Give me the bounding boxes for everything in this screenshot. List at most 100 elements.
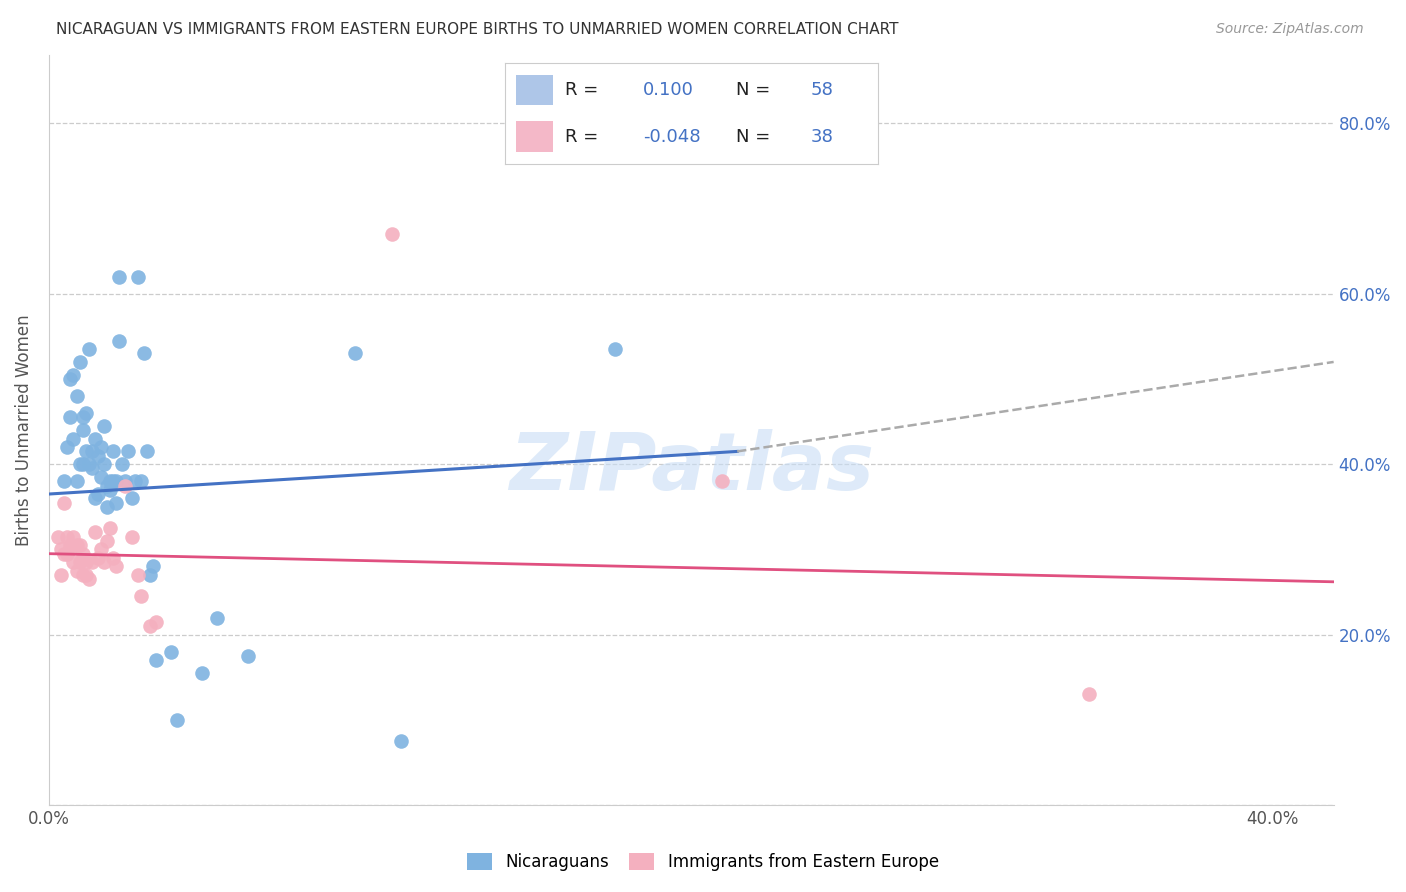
Point <box>98 483 121 497</box>
Point <box>72 457 94 471</box>
Text: NICARAGUAN VS IMMIGRANTS FROM EASTERN EUROPE BIRTHS TO UNMARRIED WOMEN CORRELATI: NICARAGUAN VS IMMIGRANTS FROM EASTERN EU… <box>56 22 898 37</box>
Point <box>51 542 73 557</box>
Point <box>139 568 162 582</box>
Point <box>127 568 149 582</box>
Point <box>62 432 84 446</box>
Point <box>59 538 82 552</box>
Point <box>83 491 105 506</box>
Point <box>96 500 118 514</box>
Point <box>69 555 91 569</box>
Point <box>46 530 69 544</box>
Point <box>117 444 139 458</box>
Point <box>65 538 87 552</box>
Point <box>75 568 97 582</box>
Point <box>65 475 87 489</box>
Y-axis label: Births to Unmarried Women: Births to Unmarried Women <box>15 314 32 546</box>
Point <box>93 457 115 471</box>
Point <box>98 521 121 535</box>
Point <box>90 440 112 454</box>
Point <box>77 342 100 356</box>
Point <box>236 648 259 663</box>
Point <box>105 495 128 509</box>
Point <box>603 342 626 356</box>
Point <box>124 475 146 489</box>
Point <box>145 653 167 667</box>
Point <box>114 478 136 492</box>
Point <box>665 91 688 105</box>
Point <box>53 475 76 489</box>
Point <box>98 475 121 489</box>
Point <box>90 470 112 484</box>
Point <box>59 410 82 425</box>
Point <box>72 410 94 425</box>
Point <box>108 334 131 348</box>
Point <box>51 568 73 582</box>
Point <box>93 555 115 569</box>
Point <box>62 368 84 382</box>
Point <box>389 734 412 748</box>
Point <box>111 457 134 471</box>
Point <box>129 475 152 489</box>
Point <box>72 423 94 437</box>
Text: ZIPatlas: ZIPatlas <box>509 429 873 507</box>
Point <box>56 530 79 544</box>
Point <box>83 432 105 446</box>
Point <box>53 495 76 509</box>
Point <box>108 269 131 284</box>
Point <box>75 555 97 569</box>
Point <box>132 346 155 360</box>
Point <box>96 478 118 492</box>
Point <box>205 610 228 624</box>
Point <box>56 547 79 561</box>
Point <box>105 559 128 574</box>
Point <box>87 449 110 463</box>
Point <box>142 559 165 574</box>
Point <box>103 550 125 565</box>
Point <box>69 538 91 552</box>
Point <box>380 227 402 241</box>
Point <box>127 269 149 284</box>
Point <box>139 619 162 633</box>
Point <box>1077 687 1099 701</box>
Point <box>710 475 733 489</box>
Point <box>103 475 125 489</box>
Point <box>75 406 97 420</box>
Point <box>59 542 82 557</box>
Point <box>72 568 94 582</box>
Point <box>77 457 100 471</box>
Point <box>96 533 118 548</box>
Point <box>114 475 136 489</box>
Legend: Nicaraguans, Immigrants from Eastern Europe: Nicaraguans, Immigrants from Eastern Eur… <box>458 845 948 880</box>
Point <box>160 645 183 659</box>
Point <box>77 572 100 586</box>
Point <box>65 564 87 578</box>
Point <box>87 550 110 565</box>
Point <box>53 547 76 561</box>
Point <box>343 346 366 360</box>
Point <box>62 530 84 544</box>
Point <box>166 713 188 727</box>
Point <box>69 355 91 369</box>
Point <box>191 665 214 680</box>
Point <box>80 461 103 475</box>
Point <box>87 487 110 501</box>
Point <box>62 555 84 569</box>
Point <box>72 547 94 561</box>
Point <box>105 475 128 489</box>
Point <box>145 615 167 629</box>
Point <box>129 589 152 603</box>
Point <box>135 444 157 458</box>
Point <box>80 444 103 458</box>
Point <box>93 418 115 433</box>
Point <box>75 444 97 458</box>
Point <box>69 457 91 471</box>
Point <box>121 530 143 544</box>
Point <box>65 389 87 403</box>
Point <box>56 440 79 454</box>
Point <box>59 372 82 386</box>
Point <box>103 444 125 458</box>
Point <box>121 491 143 506</box>
Point <box>80 555 103 569</box>
Text: Source: ZipAtlas.com: Source: ZipAtlas.com <box>1216 22 1364 37</box>
Point <box>83 525 105 540</box>
